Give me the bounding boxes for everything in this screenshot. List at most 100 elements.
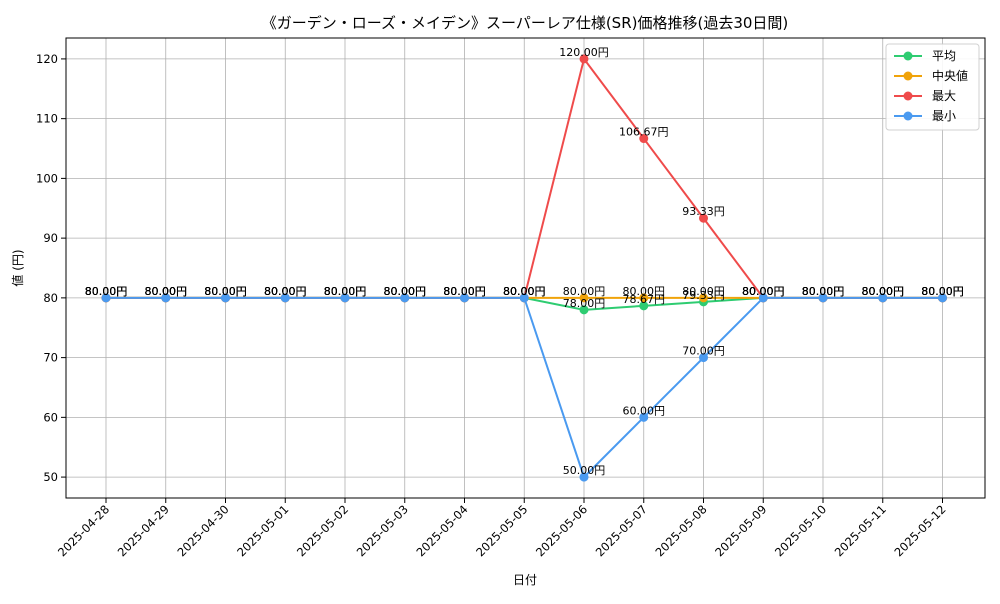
plot-area-frame	[65, 37, 986, 499]
data-point	[579, 54, 589, 64]
data-label: 80.00円	[623, 285, 666, 298]
data-label: 80.00円	[742, 285, 785, 298]
data-label: 80.00円	[563, 285, 606, 298]
data-label: 50.00円	[563, 464, 606, 477]
legend-label: 最小	[932, 109, 956, 123]
data-label: 79.33円	[682, 289, 725, 302]
data-point	[519, 293, 529, 303]
data-label: 80.00円	[921, 285, 964, 298]
data-label: 80.00円	[862, 285, 905, 298]
data-label: 80.00円	[503, 285, 546, 298]
data-point	[699, 353, 708, 363]
data-label: 80.00円	[443, 285, 486, 298]
legend-marker	[903, 51, 913, 61]
data-label: 80.00円	[443, 285, 486, 298]
data-label: 80.00円	[802, 285, 845, 298]
series-3	[101, 293, 947, 482]
data-label: 80.00円	[742, 285, 785, 298]
data-label: 80.00円	[324, 285, 367, 298]
data-label: 80.00円	[145, 285, 188, 298]
data-label: 78.00円	[563, 297, 606, 310]
grid-layer	[66, 38, 985, 498]
legend-label: 平均	[932, 49, 956, 63]
data-label: 80.00円	[145, 285, 188, 298]
data-label: 80.00円	[802, 285, 845, 298]
data-label: 93.33円	[682, 205, 725, 218]
data-point	[639, 134, 649, 144]
data-label: 80.00円	[204, 285, 247, 298]
data-label: 80.00円	[443, 285, 486, 298]
data-point	[400, 293, 410, 303]
legend-marker	[903, 71, 913, 81]
data-label: 80.00円	[921, 285, 964, 298]
data-label: 80.00円	[85, 285, 128, 298]
data-label: 80.00円	[324, 285, 367, 298]
data-label: 80.00円	[85, 285, 128, 298]
data-label: 80.00円	[324, 285, 367, 298]
data-labels-layer: 80.00円 80.00円 80.00円 80.00円 80.00円 80.00円 80.0…	[85, 46, 964, 477]
x-axis-label: 日付	[513, 573, 537, 587]
data-label: 80.00円	[85, 285, 128, 298]
data-point	[101, 293, 111, 303]
data-label: 80.00円	[921, 285, 964, 298]
data-label: 80.00円	[264, 285, 307, 298]
data-point	[161, 293, 171, 303]
data-label: 80.00円	[264, 285, 307, 298]
data-point	[938, 293, 947, 303]
chart-title: 《ガーデン・ローズ・メイデン》スーパーレア仕様(SR)価格推移(過去30日間)	[262, 14, 789, 32]
data-label: 80.00円	[384, 285, 427, 298]
legend-box	[885, 43, 980, 131]
data-label: 80.00円	[742, 285, 785, 298]
series-layer	[101, 54, 947, 482]
data-label: 80.00円	[862, 285, 905, 298]
data-point	[758, 293, 768, 303]
data-label: 80.00円	[802, 285, 845, 298]
legend-label: 中央値	[932, 68, 968, 83]
data-point	[579, 293, 589, 303]
data-point	[639, 412, 649, 422]
data-label: 80.00円	[85, 285, 128, 298]
data-label: 80.00円	[742, 285, 785, 298]
data-label: 80.00円	[384, 285, 427, 298]
y-tick-label: 60	[43, 410, 58, 424]
y-tick-label: 90	[43, 231, 58, 245]
data-label: 80.00円	[503, 285, 546, 298]
data-label: 80.00円	[384, 285, 427, 298]
data-point	[340, 293, 350, 303]
data-label: 60.00円	[623, 404, 666, 417]
data-label: 80.00円	[264, 285, 307, 298]
data-label: 106.67円	[619, 126, 669, 139]
data-label: 80.00円	[145, 285, 188, 298]
data-label: 78.67円	[623, 293, 666, 306]
data-point	[878, 293, 888, 303]
data-point	[639, 293, 649, 303]
legend-marker	[903, 91, 913, 101]
data-point	[460, 293, 469, 303]
data-label: 70.00円	[682, 345, 725, 358]
data-label: 80.00円	[503, 285, 546, 298]
legend-label: 最大	[932, 89, 956, 103]
y-tick-label: 50	[43, 470, 58, 484]
data-label: 80.00円	[862, 285, 905, 298]
data-label: 80.00円	[264, 285, 307, 298]
y-tick-label: 80	[43, 291, 58, 305]
data-label: 80.00円	[145, 285, 188, 298]
data-point	[639, 301, 649, 311]
data-point	[699, 293, 708, 303]
data-label: 80.00円	[204, 285, 247, 298]
y-tick-label: 100	[36, 171, 58, 185]
legend-marker	[903, 111, 913, 121]
y-axis-label: 値 (円)	[10, 249, 25, 286]
y-tick-label: 70	[43, 351, 58, 365]
y-tick-label: 120	[36, 52, 58, 66]
data-label: 80.00円	[384, 285, 427, 298]
data-label: 80.00円	[324, 285, 367, 298]
data-point	[699, 213, 708, 223]
data-label: 80.00円	[204, 285, 247, 298]
data-label: 80.00円	[443, 285, 486, 298]
data-point	[579, 472, 589, 482]
data-label: 80.00円	[921, 285, 964, 298]
